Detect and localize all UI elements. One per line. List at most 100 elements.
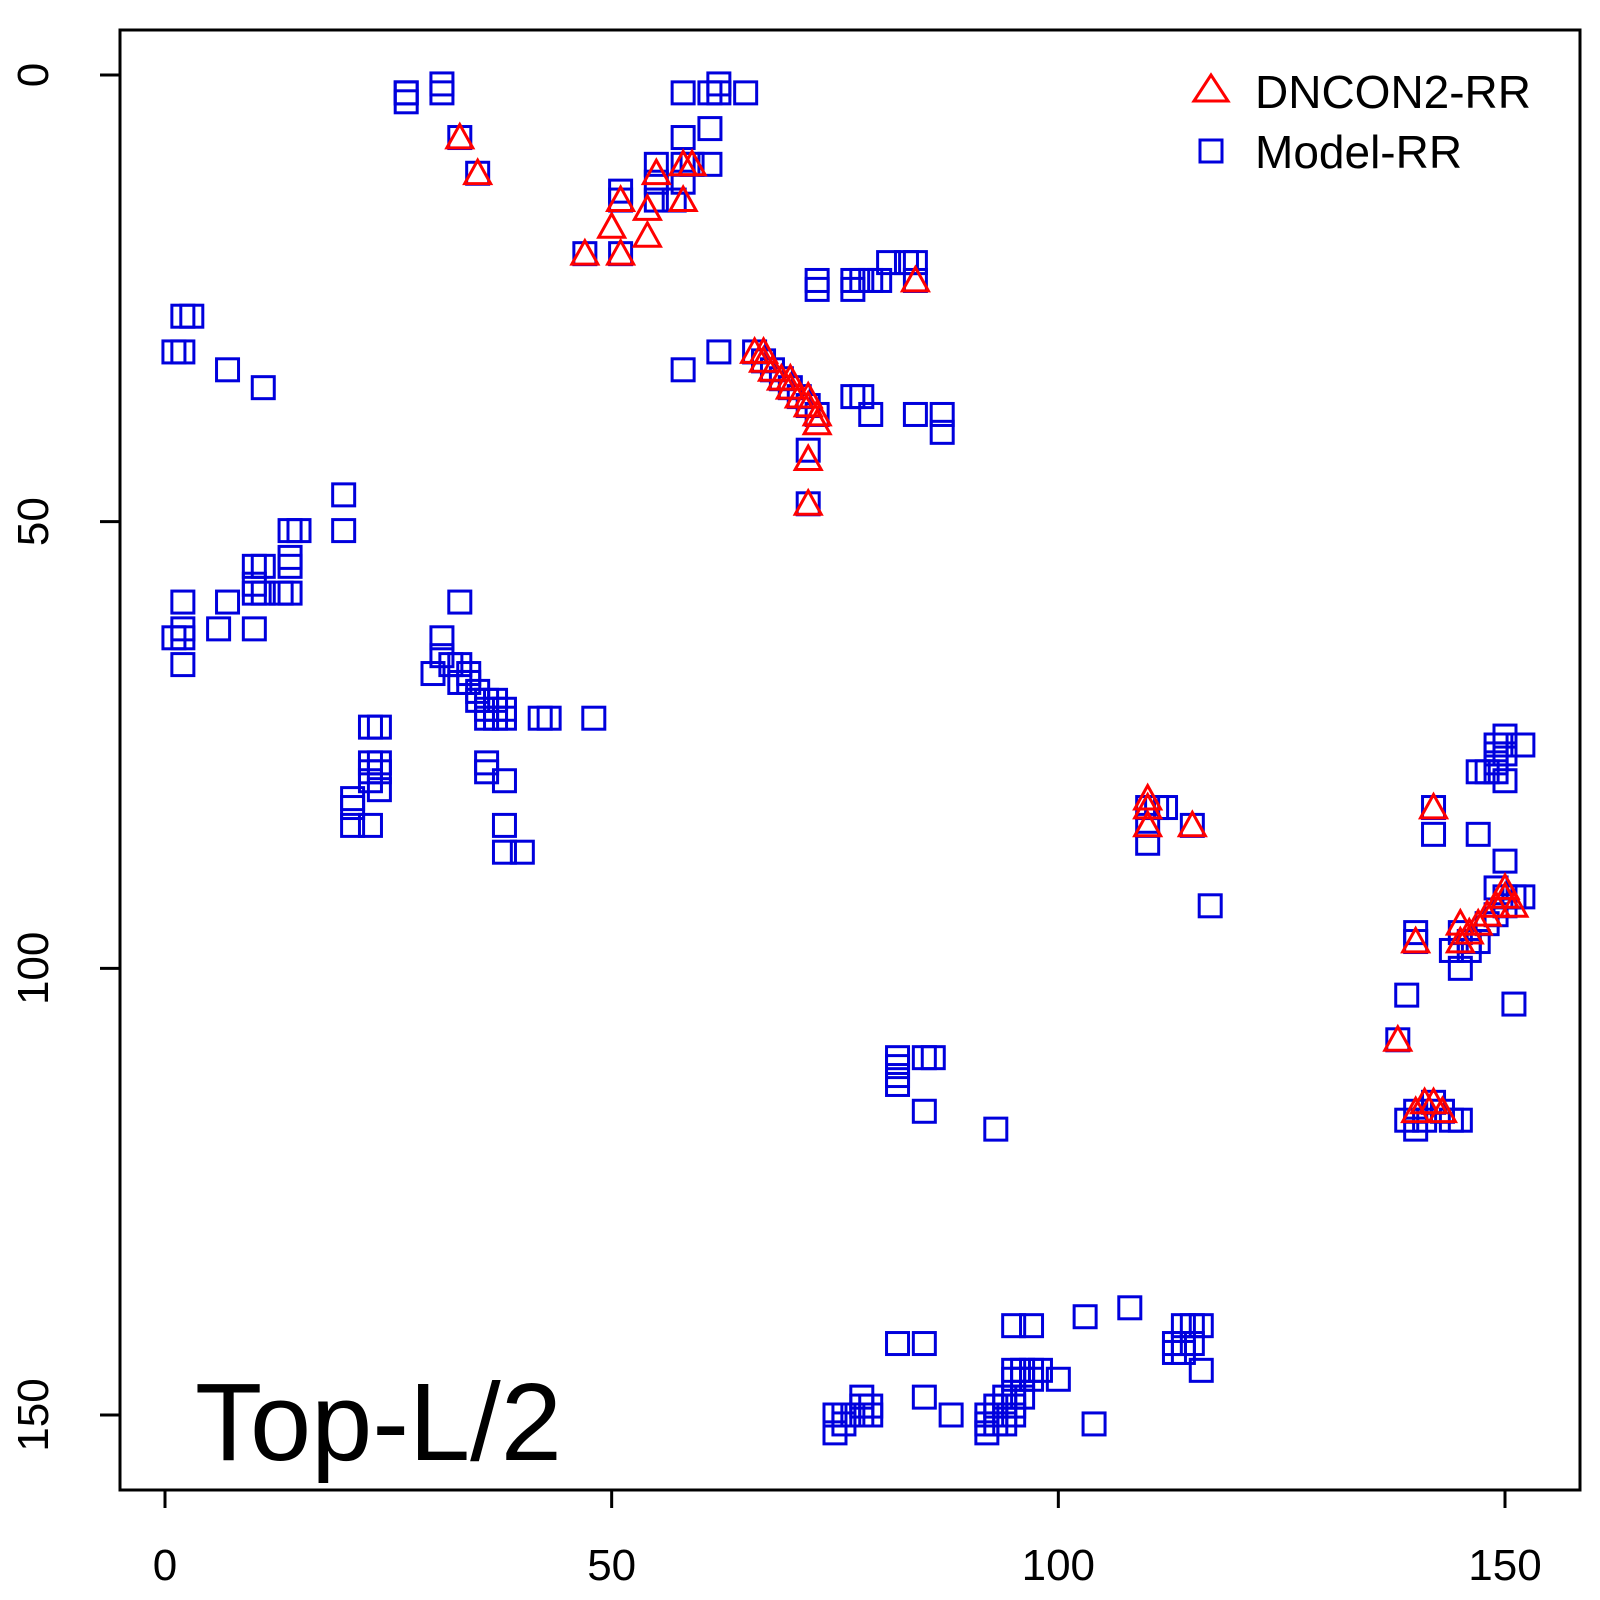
model-rr-point [706, 339, 732, 365]
model-rr-point [491, 839, 517, 865]
model-rr-point [170, 303, 196, 329]
model-rr-point [1010, 1384, 1036, 1410]
model-rr-point [491, 768, 517, 794]
model-rr-point [393, 80, 419, 106]
model-rr-point [206, 616, 232, 642]
model-rr-point [706, 80, 732, 106]
model-rr-point [1394, 982, 1420, 1008]
model-rr-point [509, 839, 535, 865]
model-rr-point [491, 812, 517, 838]
dncon2-rr-point [640, 157, 672, 186]
model-rr-point [277, 518, 303, 544]
model-rr-point [911, 1045, 937, 1071]
model-rr-point [911, 1331, 937, 1357]
model-rr-point [1501, 991, 1527, 1017]
model-rr-point [608, 178, 634, 204]
model-rr-point [170, 339, 196, 365]
model-rr-point [1188, 1313, 1214, 1339]
dncon2-rr-point [747, 335, 780, 364]
model-rr-point [393, 89, 419, 115]
model-rr-point [885, 1071, 911, 1097]
dncon2-rr-point [667, 183, 699, 212]
model-rr-point [1170, 1339, 1196, 1365]
x-tick-label: 100 [1022, 1541, 1095, 1590]
y-tick-label: 100 [9, 932, 58, 1005]
dncon2-rr-point [774, 362, 806, 391]
dncon2-rr-point [792, 487, 824, 516]
dncon2-rr-point [1489, 871, 1521, 900]
model-rr-point [366, 777, 392, 803]
model-rr-point [902, 250, 928, 276]
model-rr-point [992, 1411, 1018, 1437]
model-rr-point [697, 116, 723, 142]
model-rr-point [706, 71, 732, 97]
model-rr-point [929, 401, 955, 427]
dncon2-rr-point [569, 237, 601, 266]
model-rr-point [170, 616, 196, 642]
y-tick-label: 150 [9, 1378, 58, 1451]
dncon2-rr-point [676, 148, 708, 177]
model-rr-point [795, 437, 821, 463]
dncon2-rr-point [1471, 898, 1503, 927]
model-rr-point [670, 80, 696, 106]
model-rr-point [340, 795, 366, 821]
legend-triangle-icon [1191, 72, 1231, 103]
model-rr-point [1001, 1313, 1027, 1339]
model-rr-point [286, 518, 312, 544]
model-rr-point [420, 661, 446, 687]
dncon2-rr-point [462, 157, 494, 186]
model-rr-point [1465, 821, 1491, 847]
model-rr-point [331, 482, 357, 508]
dncon2-rr-point [1132, 809, 1164, 838]
model-rr-point [858, 401, 884, 427]
model-rr-point [1135, 830, 1161, 856]
model-rr-point [733, 80, 759, 106]
dncon2-rr-point [899, 264, 931, 293]
model-rr-point [1081, 1411, 1107, 1437]
dncon2-rr-point [1453, 916, 1485, 945]
model-rr-point [1447, 955, 1473, 981]
axes: 0 50 100 150 0 50 100 150 [9, 63, 1542, 1590]
model-rr-point [1510, 732, 1536, 758]
model-rr-point [357, 714, 383, 740]
model-rr-point [876, 250, 902, 276]
model-rr-point [429, 71, 455, 97]
model-rr-point [447, 589, 473, 615]
model-rr-point [491, 705, 517, 731]
model-rr-point [1492, 848, 1518, 874]
dncon2-rr-point [596, 210, 628, 239]
dncon2-rr-point [801, 398, 833, 427]
model-rr-point [1117, 1295, 1143, 1321]
y-tick-label: 0 [9, 63, 58, 87]
model-rr-point [366, 714, 392, 740]
model-rr-point [670, 125, 696, 151]
model-rr-point [822, 1420, 848, 1446]
model-rr-point [393, 80, 419, 106]
model-rr-point [429, 80, 455, 106]
model-rr-point [670, 169, 696, 195]
model-rr-point [804, 276, 830, 302]
model-rr-point [938, 1402, 964, 1428]
y-tick-label: 50 [9, 497, 58, 546]
x-tick-label: 0 [153, 1541, 177, 1590]
dncon2-rr-point [1382, 1023, 1414, 1052]
model-rr-point [911, 1098, 937, 1124]
model-rr-point [366, 759, 392, 785]
model-rr-point [1403, 1116, 1429, 1142]
annotation-top-l2: Top-L/2 [195, 1361, 562, 1484]
model-rr-point [277, 553, 303, 579]
model-rr-point [983, 1116, 1009, 1142]
model-rr-point [804, 267, 830, 293]
model-rr-point [1179, 1331, 1205, 1357]
dncon2-rr-point [1426, 1095, 1459, 1124]
dncon2-rr-point [1400, 925, 1432, 954]
model-rr-point [536, 705, 562, 731]
model-rr-point [331, 518, 357, 544]
model-rr-point [161, 339, 187, 365]
model-rr-point [340, 812, 366, 838]
dncon2-rr-point [605, 237, 637, 266]
model-rr-point [179, 303, 205, 329]
model-rr-point [1027, 1357, 1053, 1383]
model-rr-point [1045, 1366, 1071, 1392]
